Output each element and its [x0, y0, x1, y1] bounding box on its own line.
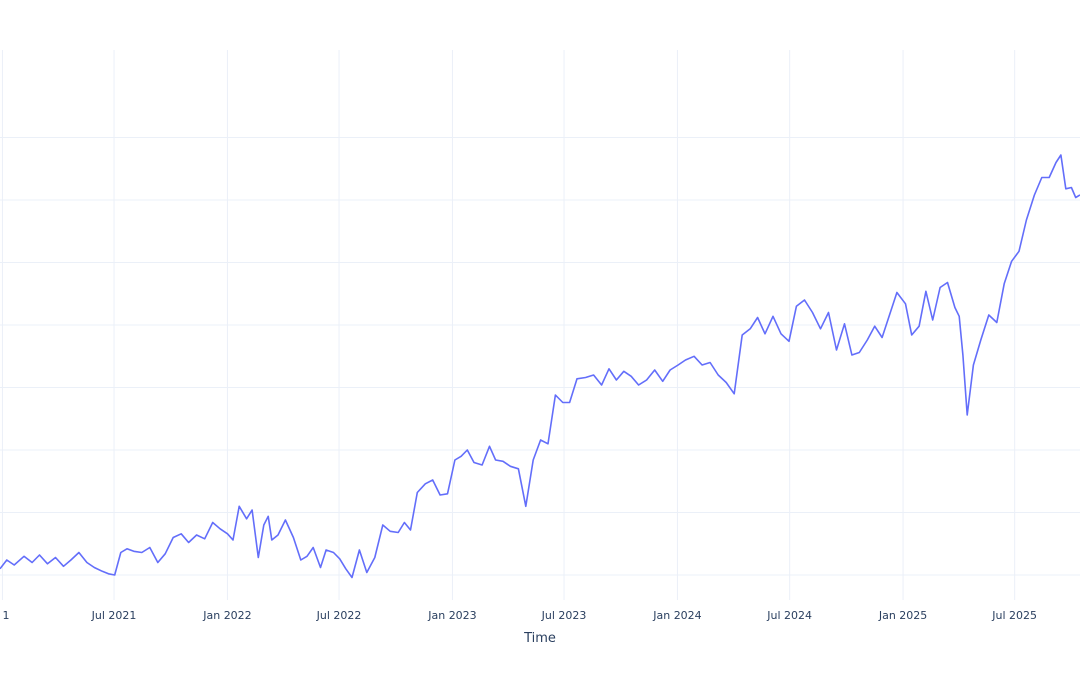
series-line: [0, 154, 1080, 579]
x-tick-label: Jul 2021: [91, 609, 137, 622]
x-tick-label: Jan 2025: [878, 609, 927, 622]
series-layer: [0, 154, 1080, 579]
x-tick-label: Jan 2022: [202, 609, 251, 622]
x-tick-label: Jan 2024: [652, 609, 701, 622]
x-tick-label: Jul 2024: [766, 609, 812, 622]
gridlines: [0, 50, 1080, 600]
x-tick-label: Jul 2022: [316, 609, 362, 622]
x-axis-title: Time: [523, 631, 556, 646]
x-tick-label: Jul 2023: [541, 609, 587, 622]
x-tick-label: 1: [2, 609, 9, 622]
x-tick-label: Jul 2025: [991, 609, 1037, 622]
x-axis-ticks: 1 Jul 2021 Jan 2022 Jul 2022 Jan 2023 Jul 202…: [2, 609, 1037, 622]
x-tick-label: Jan 2023: [427, 609, 476, 622]
